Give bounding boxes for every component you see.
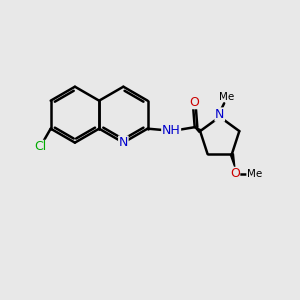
Text: NH: NH bbox=[162, 124, 181, 136]
Text: N: N bbox=[215, 108, 224, 121]
Text: Me: Me bbox=[247, 169, 262, 179]
Text: Cl: Cl bbox=[34, 140, 46, 153]
Text: O: O bbox=[190, 96, 199, 109]
Text: N: N bbox=[119, 136, 128, 149]
Text: O: O bbox=[230, 167, 240, 180]
Polygon shape bbox=[230, 154, 235, 167]
Polygon shape bbox=[195, 127, 201, 132]
Text: Me: Me bbox=[220, 92, 235, 102]
